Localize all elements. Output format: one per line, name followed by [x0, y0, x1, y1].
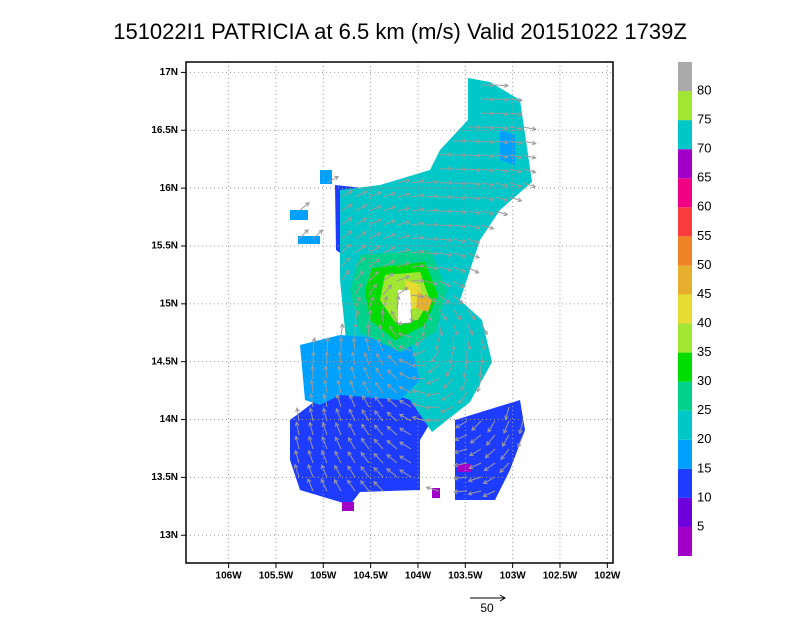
- colorbar-segment: [678, 440, 692, 469]
- colorbar-label: 10: [697, 489, 711, 504]
- wind-arrow: [453, 183, 466, 184]
- colorbar-label: 15: [697, 460, 711, 475]
- colorbar-segment: [678, 178, 692, 207]
- wind-arrow: [382, 310, 383, 323]
- y-tick-label: 13N: [160, 530, 178, 541]
- x-tick-label: 102.5W: [543, 571, 578, 582]
- wind-arrow: [425, 210, 438, 211]
- colorbar-segment: [678, 120, 692, 149]
- x-tick-label: 103W: [500, 571, 527, 582]
- colorbar-segment: [678, 324, 692, 353]
- x-tick-label: 105W: [310, 571, 337, 582]
- y-tick-label: 15.5N: [151, 241, 178, 252]
- x-tick-label: 105.5W: [259, 571, 294, 582]
- colorbar-label: 5: [697, 518, 704, 533]
- colorbar-segment: [678, 498, 692, 527]
- colorbar-segment: [678, 527, 692, 556]
- y-tick-label: 17N: [160, 67, 178, 78]
- x-tick-label: 103.5W: [448, 571, 483, 582]
- colorbar-label: 60: [697, 199, 711, 214]
- colorbar-label: 45: [697, 286, 711, 301]
- colorbar-label: 25: [697, 402, 711, 417]
- colorbar-label: 20: [697, 431, 711, 446]
- region-5: [342, 502, 354, 511]
- colorbar-label: 40: [697, 315, 711, 330]
- colorbar-segment: [678, 469, 692, 498]
- y-tick-label: 16.5N: [151, 125, 178, 136]
- colorbar-label: 65: [697, 170, 711, 185]
- colorbar-segment: [678, 149, 692, 178]
- wind-arrow: [481, 113, 494, 114]
- colorbar-label: 55: [697, 228, 711, 243]
- colorbar: 5 10 15 20 25 30 35 40 45 50 55 60 65 70 75 80: [678, 62, 711, 556]
- wind-arrow: [355, 324, 356, 337]
- colorbar-segment: [678, 236, 692, 265]
- colorbar-label: 75: [697, 112, 711, 127]
- colorbar-segment: [678, 207, 692, 236]
- x-tick-label: 106W: [216, 571, 243, 582]
- colorbar-segment: [678, 91, 692, 120]
- x-tick-label: 102W: [594, 571, 621, 582]
- colorbar-segment: [678, 382, 692, 411]
- region-15: [500, 130, 515, 165]
- colorbar-segment: [678, 353, 692, 382]
- colorbar-label: 30: [697, 373, 711, 388]
- wind-arrow: [467, 141, 480, 142]
- x-tick-label: 104W: [405, 571, 432, 582]
- region-15: [290, 210, 308, 220]
- y-tick-label: 15N: [160, 298, 178, 309]
- y-tick-label: 14.5N: [151, 356, 178, 367]
- colorbar-segment: [678, 411, 692, 440]
- title: 151022I1 PATRICIA at 6.5 km (m/s) Valid …: [113, 19, 687, 44]
- region-15: [320, 170, 332, 184]
- wind-arrow: [495, 85, 508, 86]
- colorbar-segment: [678, 265, 692, 294]
- y-tick-label: 13.5N: [151, 472, 178, 483]
- colorbar-label: 70: [697, 141, 711, 156]
- vector-key-label: 50: [480, 601, 494, 615]
- wind-arrow: [425, 253, 438, 254]
- wind-arrow: [299, 203, 309, 211]
- y-tick-label: 16N: [160, 183, 178, 194]
- wind-arrow: [439, 154, 452, 155]
- y-tick-label: 14N: [160, 414, 178, 425]
- colorbar-label: 50: [697, 257, 711, 272]
- x-tick-label: 104.5W: [353, 571, 388, 582]
- colorbar-segment: [678, 294, 692, 323]
- colorbar-segment: [678, 62, 692, 91]
- colorbar-label: 35: [697, 344, 711, 359]
- colorbar-label: 80: [697, 82, 711, 97]
